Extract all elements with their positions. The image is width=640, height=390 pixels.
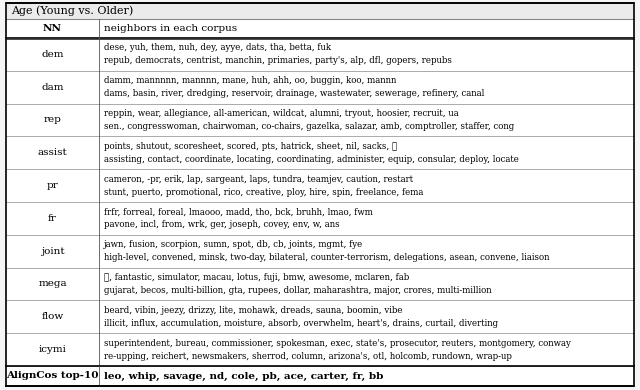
Text: leo, whip, savage, nd, cole, pb, ace, carter, fr, bb: leo, whip, savage, nd, cole, pb, ace, ca… [104, 372, 383, 381]
Text: repub, democrats, centrist, manchin, primaries, party's, alp, dfl, gopers, repub: repub, democrats, centrist, manchin, pri… [104, 57, 452, 66]
Text: points, shutout, scoresheet, scored, pts, hatrick, sheet, nil, sacks, ⚽️: points, shutout, scoresheet, scored, pts… [104, 142, 397, 151]
Bar [6, 3, 634, 19]
Text: beard, vibin, jeezy, drizzy, lite, mohawk, dreads, sauna, boomin, vibe: beard, vibin, jeezy, drizzy, lite, mohaw… [104, 306, 403, 315]
Text: neighbors in each corpus: neighbors in each corpus [104, 24, 237, 33]
Text: re-upping, reichert, newsmakers, sherrod, column, arizona's, otl, holcomb, rundo: re-upping, reichert, newsmakers, sherrod… [104, 352, 512, 361]
Text: assisting, contact, coordinate, locating, coordinating, administer, equip, consu: assisting, contact, coordinate, locating… [104, 155, 519, 164]
Text: 🏎️, fantastic, simulator, macau, lotus, fuji, bmw, awesome, mclaren, fab: 🏎️, fantastic, simulator, macau, lotus, … [104, 273, 409, 282]
Text: jawn, fusion, scorpion, sumn, spot, db, cb, joints, mgmt, fye: jawn, fusion, scorpion, sumn, spot, db, … [104, 240, 363, 249]
Text: mega: mega [38, 280, 67, 289]
Bar [6, 38, 634, 71]
Text: dem: dem [41, 50, 64, 59]
Text: joint: joint [41, 247, 64, 256]
Text: fr: fr [48, 214, 57, 223]
Bar [6, 19, 634, 38]
Text: flow: flow [42, 312, 63, 321]
Bar [6, 104, 634, 136]
Bar [6, 300, 634, 333]
Text: pr: pr [47, 181, 58, 190]
Bar [6, 333, 634, 366]
Text: cameron, -pr, erik, lap, sargeant, laps, tundra, teamjev, caution, restart: cameron, -pr, erik, lap, sargeant, laps,… [104, 175, 413, 184]
Text: illicit, influx, accumulation, moisture, absorb, overwhelm, heart's, drains, cur: illicit, influx, accumulation, moisture,… [104, 319, 498, 328]
Text: NN: NN [43, 24, 62, 33]
Text: Age (Young vs. Older): Age (Young vs. Older) [11, 6, 133, 16]
Bar [6, 169, 634, 202]
Text: rep: rep [44, 115, 61, 124]
Text: assist: assist [38, 148, 67, 157]
Text: dams, basin, river, dredging, reservoir, drainage, wastewater, sewerage, refiner: dams, basin, river, dredging, reservoir,… [104, 89, 484, 98]
Text: gujarat, becos, multi-billion, gta, rupees, dollar, maharashtra, major, crores, : gujarat, becos, multi-billion, gta, rupe… [104, 286, 492, 295]
Text: reppin, wear, allegiance, all-american, wildcat, alumni, tryout, hoosier, recrui: reppin, wear, allegiance, all-american, … [104, 109, 459, 118]
Text: icymi: icymi [38, 345, 67, 354]
Text: damm, mannnnn, mannnn, mane, huh, ahh, oo, buggin, koo, mannn: damm, mannnnn, mannnn, mane, huh, ahh, o… [104, 76, 396, 85]
Bar [6, 366, 634, 386]
Text: high-level, convened, minsk, two-day, bilateral, counter-terrorism, delegations,: high-level, convened, minsk, two-day, bi… [104, 253, 550, 262]
Bar [6, 235, 634, 268]
Bar [6, 268, 634, 300]
Text: sen., congresswoman, chairwoman, co-chairs, gazelka, salazar, amb, comptroller, : sen., congresswoman, chairwoman, co-chai… [104, 122, 514, 131]
Text: dese, yuh, them, nuh, dey, ayye, dats, tha, betta, fuk: dese, yuh, them, nuh, dey, ayye, dats, t… [104, 43, 331, 52]
Text: dam: dam [41, 83, 64, 92]
Text: AlignCos top-10: AlignCos top-10 [6, 372, 99, 381]
Text: superintendent, bureau, commissioner, spokesman, exec, state's, prosecutor, reut: superintendent, bureau, commissioner, sp… [104, 339, 571, 347]
Text: frfr, forreal, foreal, lmaooo, madd, tho, bck, bruhh, lmao, fwm: frfr, forreal, foreal, lmaooo, madd, tho… [104, 207, 373, 216]
Text: stunt, puerto, promotional, rico, creative, ploy, hire, spin, freelance, fema: stunt, puerto, promotional, rico, creati… [104, 188, 423, 197]
Bar [6, 136, 634, 169]
Bar [6, 71, 634, 104]
Text: pavone, incl, from, wrk, ger, joseph, covey, env, w, ans: pavone, incl, from, wrk, ger, joseph, co… [104, 220, 340, 229]
Bar [6, 202, 634, 235]
